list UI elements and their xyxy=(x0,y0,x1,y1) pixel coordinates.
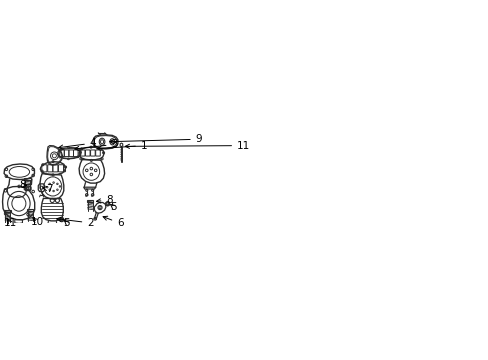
Text: 4: 4 xyxy=(59,138,96,149)
Text: 8: 8 xyxy=(20,180,26,190)
Text: 5: 5 xyxy=(63,218,70,228)
Text: 11: 11 xyxy=(3,218,17,228)
Text: 3: 3 xyxy=(75,139,118,150)
Text: 8: 8 xyxy=(96,195,113,205)
Text: 6: 6 xyxy=(103,216,123,229)
Text: 7: 7 xyxy=(42,184,53,194)
Text: 5: 5 xyxy=(110,202,117,212)
Text: 11: 11 xyxy=(125,141,250,150)
Text: 1: 1 xyxy=(97,141,147,150)
Text: 2: 2 xyxy=(57,217,94,228)
Text: 9: 9 xyxy=(109,134,202,144)
Text: 10: 10 xyxy=(31,217,44,227)
